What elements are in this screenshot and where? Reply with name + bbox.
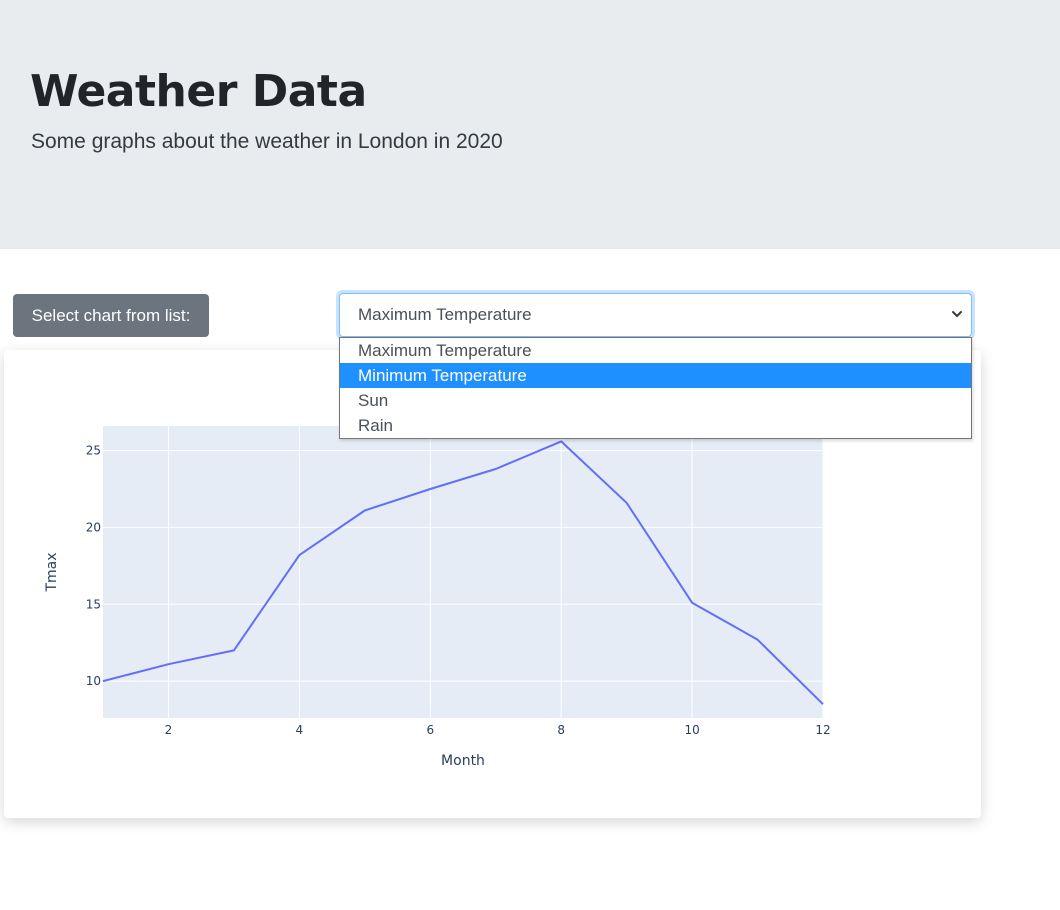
y-tick-label: 15 xyxy=(86,597,101,611)
chart-select-value: Maximum Temperature xyxy=(358,305,532,324)
dropdown-option-sun[interactable]: Sun xyxy=(358,391,389,410)
x-tick-label: 12 xyxy=(815,723,830,737)
tmax-series-line xyxy=(102,440,824,705)
y-axis-title: Tmax xyxy=(44,552,60,592)
chart-select[interactable]: Maximum Temperature xyxy=(339,293,972,337)
tmax-line-chart: 2 4 6 8 10 12 10 15 20 25 Month Tmax xyxy=(44,426,831,769)
y-tick-label: 25 xyxy=(86,444,101,458)
x-tick-label: 6 xyxy=(426,723,434,737)
x-tick-label: 10 xyxy=(684,723,699,737)
header-jumbotron: Weather Data Some graphs about the weath… xyxy=(0,0,1060,249)
grid-lines xyxy=(103,426,824,718)
chevron-down-icon xyxy=(952,311,962,317)
x-tick-label: 4 xyxy=(296,723,304,737)
dropdown-option-rain[interactable]: Rain xyxy=(358,416,393,435)
y-tick-label: 20 xyxy=(86,520,101,534)
x-axis-ticks: 2 4 6 8 10 12 xyxy=(165,723,831,737)
x-tick-label: 8 xyxy=(557,723,565,737)
x-axis-title: Month xyxy=(441,753,485,769)
page-lead: Some graphs about the weather in London … xyxy=(31,130,503,153)
chart-dropdown-list: Maximum Temperature Minimum Temperature … xyxy=(339,337,972,439)
dropdown-option-maximum-temperature[interactable]: Maximum Temperature xyxy=(358,341,532,360)
select-chart-label: Select chart from list: xyxy=(13,294,209,337)
y-axis-ticks: 10 15 20 25 xyxy=(86,444,101,689)
dropdown-option-minimum-temperature[interactable]: Minimum Temperature xyxy=(340,363,971,388)
x-tick-label: 2 xyxy=(165,723,173,737)
plot-area xyxy=(103,426,823,718)
y-tick-label: 10 xyxy=(86,674,101,688)
page-title: Weather Data xyxy=(30,66,367,117)
